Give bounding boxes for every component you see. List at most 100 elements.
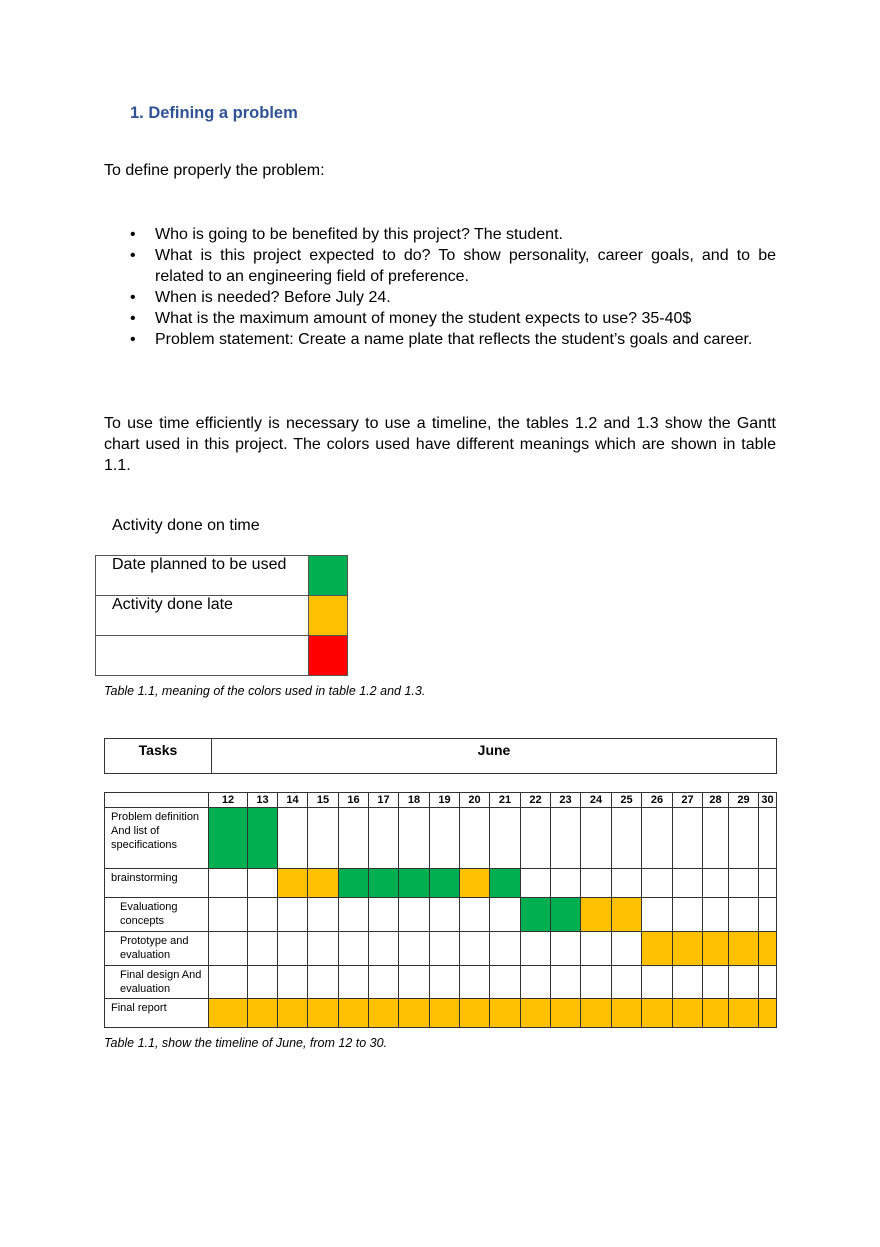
cell-late	[550, 998, 581, 1028]
cell-empty	[580, 868, 612, 898]
month-header: June	[211, 738, 777, 774]
cell-empty	[247, 931, 278, 966]
bullet-item: When is needed? Before July 24.	[104, 287, 776, 308]
cell-empty	[728, 868, 759, 898]
cell-empty	[641, 965, 673, 999]
cell-empty	[459, 897, 490, 932]
cell-late	[641, 931, 673, 966]
day-header: 25	[611, 792, 642, 808]
gantt-row: Evaluationg concepts	[104, 897, 777, 932]
cell-empty	[702, 965, 729, 999]
cell-empty	[307, 965, 339, 999]
cell-empty	[247, 868, 278, 898]
day-header: 16	[338, 792, 369, 808]
cell-empty	[247, 897, 278, 932]
cell-empty	[611, 868, 642, 898]
cell-empty	[758, 807, 777, 869]
cell-empty	[758, 965, 777, 999]
cell-planned	[489, 868, 521, 898]
task-label: Evaluationg concepts	[104, 897, 209, 932]
cell-planned	[429, 868, 460, 898]
cell-empty	[702, 868, 729, 898]
task-label: Problem definition And list of specifica…	[104, 807, 209, 869]
cell-empty	[307, 807, 339, 869]
day-header: 14	[277, 792, 308, 808]
cell-late	[429, 998, 460, 1028]
cell-late	[398, 998, 430, 1028]
cell-late	[338, 998, 369, 1028]
day-header: 26	[641, 792, 673, 808]
day-header: 28	[702, 792, 729, 808]
cell-empty	[208, 897, 248, 932]
cell-planned	[208, 807, 248, 869]
cell-late	[672, 998, 703, 1028]
cell-empty	[580, 807, 612, 869]
cell-empty	[208, 965, 248, 999]
cell-empty	[338, 807, 369, 869]
legend-label: Activity done late	[95, 595, 309, 636]
cell-empty	[550, 965, 581, 999]
cell-late	[702, 998, 729, 1028]
cell-empty	[307, 897, 339, 932]
cell-empty	[702, 807, 729, 869]
legend-label	[95, 635, 309, 676]
cell-empty	[611, 807, 642, 869]
cell-late	[520, 998, 551, 1028]
cell-empty	[368, 931, 399, 966]
cell-empty	[550, 868, 581, 898]
day-header: 24	[580, 792, 612, 808]
day-header: 17	[368, 792, 399, 808]
day-header: 22	[520, 792, 551, 808]
cell-late	[758, 998, 777, 1028]
day-header: 30	[758, 792, 777, 808]
task-label: Final report	[104, 998, 209, 1028]
cell-late	[728, 931, 759, 966]
cell-late	[307, 998, 339, 1028]
day-header: 23	[550, 792, 581, 808]
cell-empty	[398, 931, 430, 966]
cell-empty	[758, 868, 777, 898]
cell-empty	[641, 897, 673, 932]
cell-empty	[672, 807, 703, 869]
day-header: 13	[247, 792, 278, 808]
cell-empty	[459, 965, 490, 999]
cell-empty	[489, 931, 521, 966]
cell-empty	[489, 807, 521, 869]
day-header: 19	[429, 792, 460, 808]
task-label: Prototype and evaluation	[104, 931, 209, 966]
cell-empty	[338, 965, 369, 999]
cell-empty	[641, 868, 673, 898]
gantt-caption: Table 1.1, show the timeline of June, fr…	[104, 1036, 388, 1050]
cell-planned	[550, 897, 581, 932]
cell-late	[672, 931, 703, 966]
cell-empty	[368, 965, 399, 999]
day-header: 20	[459, 792, 490, 808]
cell-empty	[728, 897, 759, 932]
cell-empty	[728, 807, 759, 869]
cell-empty	[611, 965, 642, 999]
cell-empty	[758, 897, 777, 932]
task-label: brainstorming	[104, 868, 209, 898]
gantt-table: 12 13 14 15 16 17 18 19 20 21 22 23 24 25 26 27 28 29 30 P…	[104, 792, 777, 1028]
cell-empty	[520, 931, 551, 966]
day-header: 21	[489, 792, 521, 808]
cell-late	[459, 998, 490, 1028]
day-header: 12	[208, 792, 248, 808]
day-header: 27	[672, 792, 703, 808]
cell-empty	[398, 897, 430, 932]
cell-empty	[641, 807, 673, 869]
bullet-item: What is this project expected to do? To …	[104, 245, 776, 287]
gantt-header-table: Tasks June	[104, 738, 777, 774]
cell-late	[277, 868, 308, 898]
bullet-item: What is the maximum amount of money the …	[104, 308, 776, 329]
cell-empty	[550, 807, 581, 869]
cell-empty	[208, 931, 248, 966]
gantt-row: Problem definition And list of specifica…	[104, 807, 777, 869]
gantt-row: brainstorming	[104, 868, 777, 898]
cell-planned	[398, 868, 430, 898]
cell-planned	[368, 868, 399, 898]
cell-empty	[672, 897, 703, 932]
cell-empty	[672, 965, 703, 999]
cell-empty	[277, 897, 308, 932]
